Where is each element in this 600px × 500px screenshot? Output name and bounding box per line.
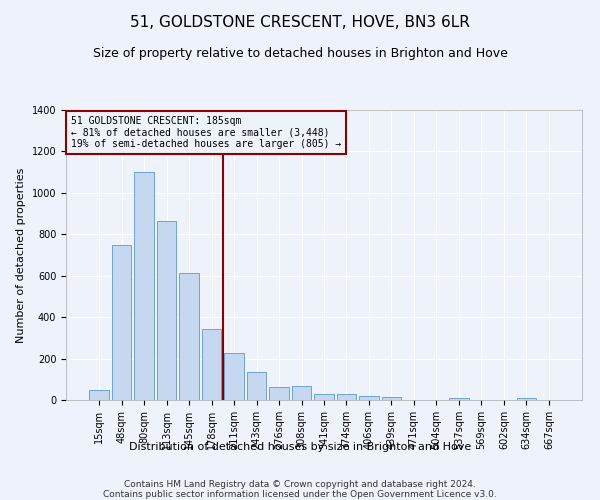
Bar (269, 386, 289, 400)
Text: Distribution of detached houses by size in Brighton and Hove: Distribution of detached houses by size … (129, 442, 471, 452)
Bar (89, 390, 109, 400)
Y-axis label: Number of detached properties: Number of detached properties (16, 168, 26, 342)
Text: Contains HM Land Registry data © Crown copyright and database right 2024.
Contai: Contains HM Land Registry data © Crown c… (103, 480, 497, 500)
Bar (382, 397, 401, 400)
Bar (112, 244, 131, 400)
Bar (224, 354, 244, 400)
Bar (157, 221, 176, 400)
Text: 51 GOLDSTONE CRESCENT: 185sqm
← 81% of detached houses are smaller (3,448)
19% o: 51 GOLDSTONE CRESCENT: 185sqm ← 81% of d… (71, 116, 341, 149)
Bar (337, 394, 356, 400)
Bar (247, 372, 266, 400)
Bar (134, 172, 154, 400)
Bar (179, 272, 199, 400)
Bar (292, 386, 311, 400)
Bar (449, 398, 469, 400)
Bar (314, 394, 334, 400)
Bar (517, 398, 536, 400)
Text: Size of property relative to detached houses in Brighton and Hove: Size of property relative to detached ho… (92, 48, 508, 60)
Bar (359, 396, 379, 400)
Bar (202, 328, 221, 400)
Text: 51, GOLDSTONE CRESCENT, HOVE, BN3 6LR: 51, GOLDSTONE CRESCENT, HOVE, BN3 6LR (130, 15, 470, 30)
